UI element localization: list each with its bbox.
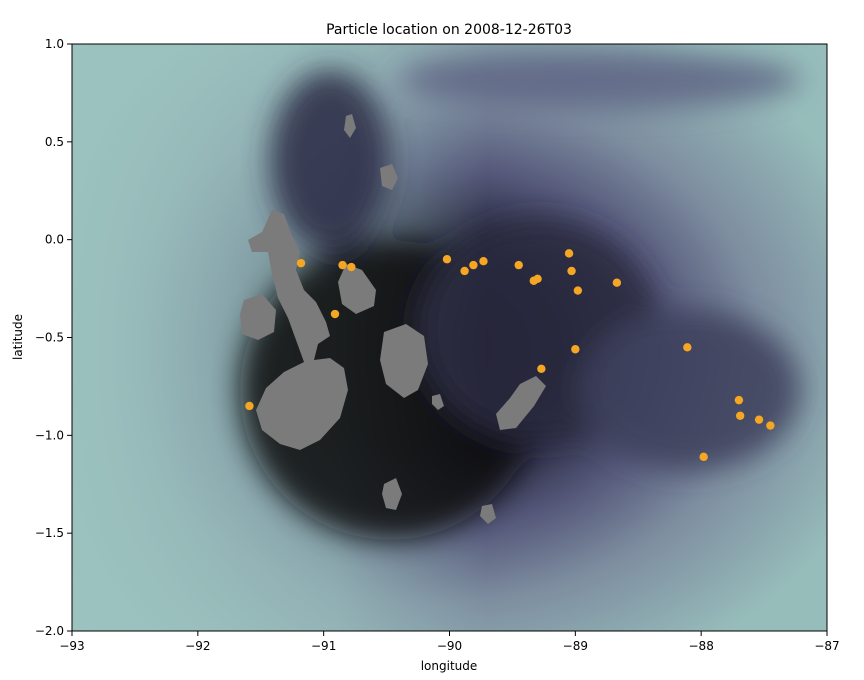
chart-title: Particle location on 2008-12-26T03: [326, 22, 572, 38]
particle-points: [245, 249, 775, 462]
particle-point-22: [766, 421, 775, 430]
y-tick-label-0: 1.0: [45, 37, 64, 51]
y-axis-label: latitude: [11, 314, 25, 360]
particle-point-16: [537, 364, 546, 374]
espanola-island: [480, 504, 496, 524]
particle-point-3: [330, 309, 340, 319]
particle-point-1: [338, 260, 347, 270]
isabela-island: [248, 210, 348, 450]
particle-point-2: [347, 262, 356, 272]
x-axis-label: longitude: [421, 659, 478, 673]
particle-point-8: [479, 256, 488, 266]
santa-fe-island: [432, 394, 444, 410]
particle-point-9: [514, 260, 523, 270]
particle-point-20: [735, 411, 745, 420]
y-tick-label-6: −2.0: [35, 624, 64, 638]
floreana-island: [382, 478, 402, 510]
x-tick-label-3: −90: [437, 639, 462, 653]
particle-point-6: [460, 266, 469, 276]
land-masses: [240, 114, 546, 524]
x-tick-label-2: −91: [311, 639, 336, 653]
santa-cruz-island: [380, 324, 428, 398]
san-cristobal-island: [496, 376, 546, 430]
particle-point-0: [296, 258, 306, 268]
particle-point-11: [533, 274, 542, 283]
pinta-island: [380, 164, 398, 190]
santiago-island: [338, 264, 376, 314]
genovesa-island: [344, 114, 356, 138]
plot-area: [72, 44, 827, 631]
particle-point-13: [567, 266, 576, 276]
particle-point-15: [612, 278, 622, 287]
particle-point-21: [754, 415, 764, 424]
x-tick-label-0: −93: [59, 639, 84, 653]
particle-point-5: [442, 255, 452, 264]
x-tick-label-1: −92: [185, 639, 210, 653]
particle-point-7: [469, 260, 478, 270]
particle-point-14: [573, 286, 583, 295]
particle-point-17: [571, 345, 580, 354]
x-tick-label-5: −88: [689, 639, 714, 653]
y-axis: 1.0 0.5 0.0 −0.5 −1.0 −1.5 −2.0: [35, 37, 72, 638]
particle-point-12: [564, 249, 574, 258]
y-tick-label-1: 0.5: [45, 135, 64, 149]
particle-point-23: [699, 452, 708, 462]
x-tick-label-4: −89: [563, 639, 588, 653]
y-tick-label-3: −0.5: [35, 331, 64, 345]
x-axis: −93 −92 −91 −90 −89 −88 −87: [59, 631, 840, 653]
y-tick-label-5: −1.5: [35, 526, 64, 540]
x-tick-label-6: −87: [814, 639, 839, 653]
fernandina-island: [240, 294, 276, 340]
particle-point-4: [245, 401, 254, 411]
particle-point-18: [683, 343, 692, 352]
particle-point-19: [734, 395, 744, 405]
y-tick-label-4: −1.0: [35, 428, 64, 442]
y-tick-label-2: 0.0: [45, 233, 64, 247]
